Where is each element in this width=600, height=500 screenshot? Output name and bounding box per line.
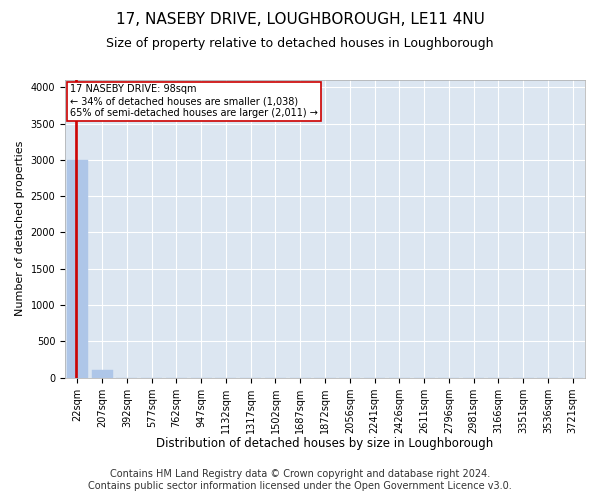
Text: Size of property relative to detached houses in Loughborough: Size of property relative to detached ho… — [106, 38, 494, 51]
Text: 17 NASEBY DRIVE: 98sqm
← 34% of detached houses are smaller (1,038)
65% of semi-: 17 NASEBY DRIVE: 98sqm ← 34% of detached… — [70, 84, 318, 117]
Bar — [67, 160, 88, 378]
Text: 17, NASEBY DRIVE, LOUGHBOROUGH, LE11 4NU: 17, NASEBY DRIVE, LOUGHBOROUGH, LE11 4NU — [116, 12, 484, 28]
Text: Contains HM Land Registry data © Crown copyright and database right 2024.
Contai: Contains HM Land Registry data © Crown c… — [88, 470, 512, 491]
X-axis label: Distribution of detached houses by size in Loughborough: Distribution of detached houses by size … — [157, 437, 494, 450]
Bar — [92, 370, 113, 378]
Y-axis label: Number of detached properties: Number of detached properties — [15, 141, 25, 316]
